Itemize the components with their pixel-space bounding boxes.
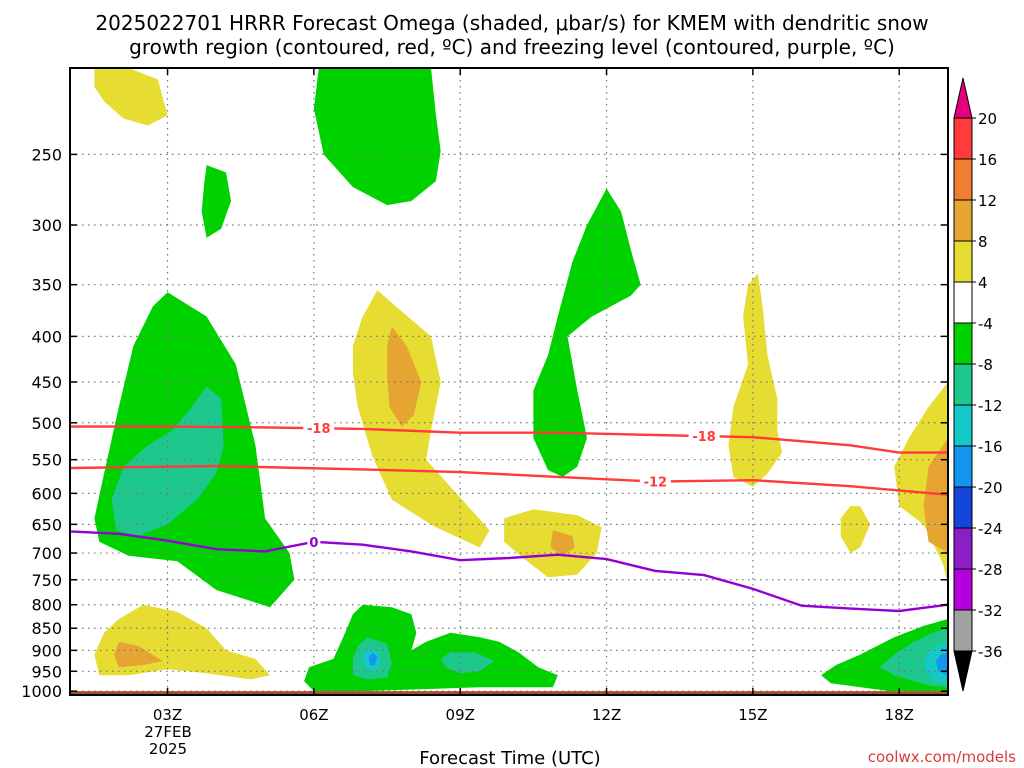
omega-area-8 bbox=[550, 530, 575, 556]
colorbar-segment bbox=[953, 158, 973, 201]
omega-area-8 bbox=[113, 641, 163, 668]
y-tick-label: 1000 bbox=[21, 682, 62, 701]
y-tick-label: 950 bbox=[31, 662, 62, 681]
x-tick-label: 06Z bbox=[299, 706, 328, 724]
colorbar-top-arrow bbox=[953, 77, 973, 119]
colorbar-label: -32 bbox=[978, 602, 1003, 620]
colorbar-label: -12 bbox=[978, 397, 1003, 415]
chart-title-line-1: 2025022701 HRRR Forecast Omega (shaded, … bbox=[95, 11, 928, 35]
colorbar-bottom-arrow bbox=[953, 650, 973, 692]
omega-area--8 bbox=[440, 652, 495, 674]
contour-line bbox=[70, 425, 948, 454]
omega-area--12 bbox=[923, 641, 948, 684]
y-tick-label: 900 bbox=[31, 641, 62, 660]
omega-area--16 bbox=[368, 652, 378, 666]
y-tick-label: 650 bbox=[31, 515, 62, 534]
contour-label: -18 bbox=[307, 422, 331, 437]
omega-area-4 bbox=[728, 273, 783, 487]
contour-label: -12 bbox=[644, 476, 668, 491]
x-tick-label: 09Z bbox=[446, 706, 475, 724]
y-tick-label: 300 bbox=[31, 216, 62, 235]
contour-label: 0 bbox=[309, 536, 318, 551]
colorbar-segment bbox=[953, 281, 973, 324]
colorbar-label: 12 bbox=[978, 192, 997, 210]
omega-area-4 bbox=[352, 290, 490, 548]
y-tick-label: 250 bbox=[31, 145, 62, 164]
axes: 250 300 350 400 450 500 550 600 650 700 750 800 850 9… bbox=[21, 67, 949, 724]
x-tick-label: 12Z bbox=[592, 706, 621, 724]
omega-area--8 bbox=[111, 386, 224, 537]
colorbar-label: -16 bbox=[978, 438, 1003, 456]
colorbar-segment bbox=[953, 240, 973, 283]
colorbar-segment bbox=[953, 486, 973, 529]
colorbar-segment bbox=[953, 527, 973, 570]
contour-line bbox=[70, 464, 948, 496]
colorbar: 20 16 12 8 4 -4 -8 -12 -16 -20 -24 -28 -32 -36 bbox=[953, 77, 1003, 692]
colorbar-segment bbox=[953, 363, 973, 406]
colorbar-segment bbox=[953, 568, 973, 611]
contour-label-bg bbox=[639, 473, 671, 490]
chart-title-line-2: growth region (contoured, red, ºC) and f… bbox=[129, 35, 895, 59]
colorbar-segment bbox=[953, 609, 973, 652]
colorbar-segment bbox=[953, 322, 973, 365]
y-tick-label: 600 bbox=[31, 484, 62, 503]
colorbar-label: -24 bbox=[978, 520, 1003, 538]
omega-area--4 bbox=[533, 188, 641, 477]
year-label: 2025 bbox=[149, 740, 187, 758]
omega-area-4 bbox=[94, 68, 168, 126]
colorbar-segment bbox=[953, 445, 973, 488]
x-tick-label: 03Z bbox=[153, 706, 182, 724]
y-tick-label: 850 bbox=[31, 619, 62, 638]
y-tick-label: 800 bbox=[31, 596, 62, 615]
site-credit[interactable]: coolwx.com/models bbox=[868, 748, 1016, 766]
contour-label-bg bbox=[303, 420, 335, 437]
colorbar-label: -4 bbox=[978, 315, 993, 333]
colorbar-label: 8 bbox=[978, 233, 988, 251]
omega-area--4 bbox=[313, 68, 441, 206]
colorbar-label: 16 bbox=[978, 151, 997, 169]
y-tick-label: 700 bbox=[31, 544, 62, 563]
plot-content: -18 -18 -12 0 bbox=[70, 68, 948, 695]
colorbar-label: -8 bbox=[978, 356, 993, 374]
contour-line bbox=[70, 530, 948, 613]
colorbar-label: -20 bbox=[978, 479, 1003, 497]
plot-area: -18 -18 -12 0 bbox=[70, 68, 948, 695]
y-tick-label: 550 bbox=[31, 451, 62, 470]
y-tick-label: 400 bbox=[31, 327, 62, 346]
date-label: 27FEB bbox=[144, 723, 191, 741]
x-tick-label: 18Z bbox=[885, 706, 914, 724]
omega-area-8 bbox=[387, 326, 422, 427]
contour-label-bg bbox=[688, 428, 720, 445]
omega-area-4 bbox=[840, 506, 870, 553]
y-tick-label: 750 bbox=[31, 571, 62, 590]
colorbar-segment bbox=[953, 199, 973, 242]
colorbar-label: 20 bbox=[978, 110, 997, 128]
ground-fill bbox=[70, 691, 948, 695]
colorbar-label: -28 bbox=[978, 561, 1003, 579]
contour-label: -18 bbox=[692, 430, 716, 445]
y-tick-label: 500 bbox=[31, 414, 62, 433]
contour-label-bg bbox=[307, 533, 321, 550]
omega-area--4 bbox=[201, 165, 231, 238]
x-axis-title: Forecast Time (UTC) bbox=[419, 748, 600, 768]
y-tick-label: 350 bbox=[31, 276, 62, 295]
y-tick-label: 450 bbox=[31, 373, 62, 392]
colorbar-label: -36 bbox=[978, 643, 1003, 661]
x-tick-label: 15Z bbox=[738, 706, 767, 724]
colorbar-segment bbox=[953, 404, 973, 447]
colorbar-label: 4 bbox=[978, 274, 988, 292]
omega-area--16 bbox=[935, 652, 948, 676]
colorbar-segment bbox=[953, 117, 973, 160]
